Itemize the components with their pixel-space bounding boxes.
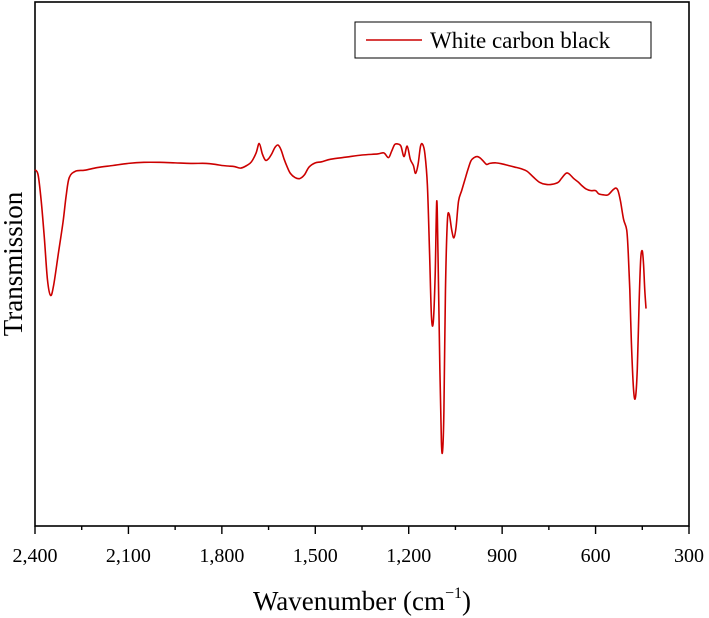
series-line-0	[34, 142, 647, 455]
x-tick-label: 2,100	[106, 545, 151, 567]
x-tick-label: 1,500	[293, 545, 338, 567]
x-tick-label: 1,800	[199, 545, 244, 567]
y-axis-title: Transmission	[0, 191, 28, 336]
x-axis-title-main: Wavenumber (cm	[253, 586, 445, 616]
x-axis-tick-labels: 2,400 2,100 1,800 1,500 1,200 900 600 300	[13, 545, 705, 567]
x-axis-title-close: )	[462, 586, 471, 616]
x-tick-label: 600	[581, 545, 611, 567]
legend: White carbon black	[354, 21, 652, 59]
x-axis-title-superscript: −1	[445, 585, 462, 602]
x-axis-ticks	[34, 526, 690, 534]
x-tick-label: 1,200	[386, 545, 431, 567]
plot-frame	[34, 1, 690, 527]
x-tick-label: 300	[674, 545, 704, 567]
x-axis-title: Wavenumber (cm−1)	[253, 585, 471, 616]
x-tick-label: 2,400	[13, 545, 58, 567]
legend-label-white-carbon-black: White carbon black	[430, 28, 611, 53]
series-layer	[34, 142, 647, 455]
x-tick-label: 900	[487, 545, 517, 567]
